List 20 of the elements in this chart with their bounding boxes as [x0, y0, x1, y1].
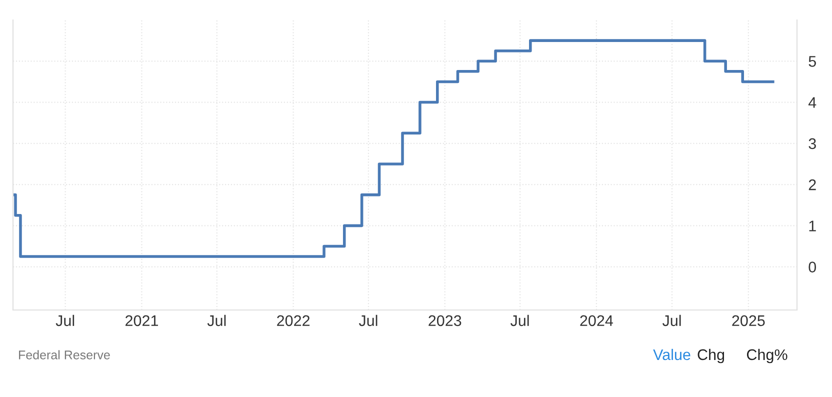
text: Chg%: [746, 348, 788, 364]
x-tick-label: 2025: [732, 315, 765, 326]
text: Chg: [698, 348, 724, 364]
y-tick-label: 3: [808, 138, 816, 150]
y-tick-label: 4: [808, 97, 816, 108]
x-tick-label: Jul: [662, 314, 681, 326]
x-tick-label: Jul: [510, 314, 529, 326]
x-tick-label: 2024: [580, 315, 613, 326]
x-tick-label: Jul: [207, 314, 226, 326]
x-tick-label: Jul: [56, 314, 74, 326]
x-tick-label: 2022: [277, 315, 310, 326]
x-tick-label: 2023: [428, 315, 462, 326]
x-tick-label: 2021: [126, 315, 158, 326]
y-tick-label: 1: [809, 220, 816, 232]
text: Federal Reserve: [19, 350, 110, 360]
y-tick-label: 5: [808, 56, 816, 67]
y-tick-label: 0: [808, 262, 816, 272]
x-tick-label: Jul: [358, 314, 378, 326]
text: Value: [653, 348, 690, 360]
y-tick-label: 2: [808, 179, 816, 190]
